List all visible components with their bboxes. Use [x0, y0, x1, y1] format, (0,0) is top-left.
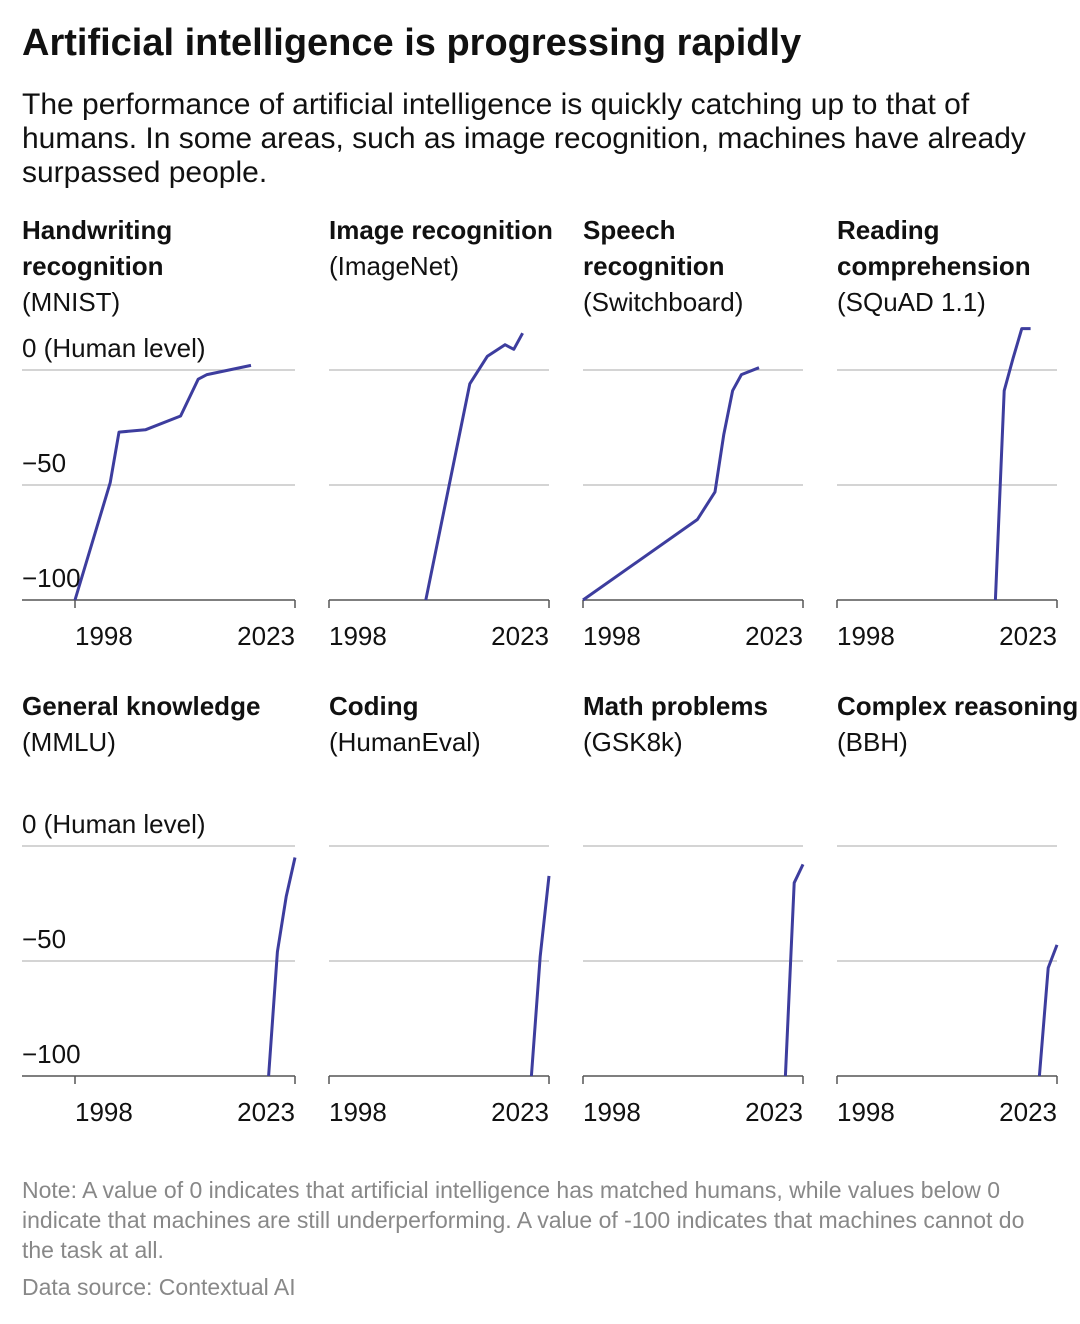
data-line [1037, 944, 1059, 1077]
y-tick-label: −100 [22, 563, 81, 593]
x-tick-label: 2023 [745, 621, 803, 651]
panel-subtitle: (Switchboard) [583, 287, 744, 317]
x-tick-label: 2023 [999, 621, 1057, 651]
x-tick-label: 1998 [75, 621, 133, 651]
panel-subtitle: (MMLU) [22, 727, 116, 757]
panel-title: Coding (HumanEval) [329, 688, 561, 760]
panel-heading: Complex reasoning [837, 691, 1079, 721]
panel-heading: Reading comprehension [837, 215, 1031, 281]
panel-heading: Coding [329, 691, 419, 721]
data-line [267, 857, 297, 1077]
y-tick-label: −50 [22, 924, 66, 954]
panel-title: General knowledge (MMLU) [22, 688, 302, 760]
panel-subtitle: (MNIST) [22, 287, 121, 317]
panel-subtitle: (GSK8k) [583, 727, 683, 757]
data-line [993, 327, 1031, 601]
x-tick-label: 1998 [837, 1097, 895, 1127]
panel-title: Reading comprehension (SQuAD 1.1) [837, 212, 1080, 320]
panel-subtitle: (HumanEval) [329, 727, 481, 757]
x-tick-label: 2023 [491, 1097, 549, 1127]
y-tick-label: −50 [22, 448, 66, 478]
panel-title: Complex reasoning (BBH) [837, 688, 1080, 760]
panel-title: Math problems (GSK8k) [583, 688, 815, 760]
x-tick-label: 1998 [329, 1097, 387, 1127]
data-line [73, 363, 252, 601]
y-tick-label: 0 (Human level) [22, 333, 206, 363]
title: Artificial intelligence is progressing r… [22, 22, 802, 64]
y-tick-label: 0 (Human level) [22, 809, 206, 839]
y-tick-label: −100 [22, 1039, 81, 1069]
panel-title: Handwriting recognition (MNIST) [22, 212, 302, 320]
data-line [529, 875, 551, 1077]
panel-title: Speech recognition (Switchboard) [583, 212, 815, 320]
x-tick-label: 1998 [837, 621, 895, 651]
x-tick-label: 1998 [583, 1097, 641, 1127]
source: Data source: Contextual AI [22, 1274, 296, 1300]
panel-heading: General knowledge [22, 691, 261, 721]
x-tick-label: 1998 [329, 621, 387, 651]
panel-heading: Handwriting recognition [22, 215, 173, 281]
panel-heading: Image recognition [329, 215, 553, 245]
panel-subtitle: (ImageNet) [329, 251, 460, 281]
subtitle: The performance of artificial intelligen… [22, 88, 1026, 189]
data-line [424, 332, 524, 601]
x-tick-label: 2023 [237, 1097, 295, 1127]
data-line [582, 366, 760, 602]
panel-heading: Math problems [583, 691, 768, 721]
panel-heading: Speech recognition [583, 215, 725, 281]
x-tick-label: 1998 [583, 621, 641, 651]
x-tick-label: 2023 [745, 1097, 803, 1127]
panel-subtitle: (BBH) [837, 727, 908, 757]
x-tick-label: 1998 [75, 1097, 133, 1127]
x-tick-label: 2023 [491, 621, 549, 651]
panel-subtitle: (SQuAD 1.1) [837, 287, 986, 317]
x-tick-label: 2023 [999, 1097, 1057, 1127]
data-line [783, 863, 805, 1077]
panel-title: Image recognition (ImageNet) [329, 212, 561, 284]
x-tick-label: 2023 [237, 621, 295, 651]
note: Note: A value of 0 indicates that artifi… [22, 1177, 1025, 1263]
